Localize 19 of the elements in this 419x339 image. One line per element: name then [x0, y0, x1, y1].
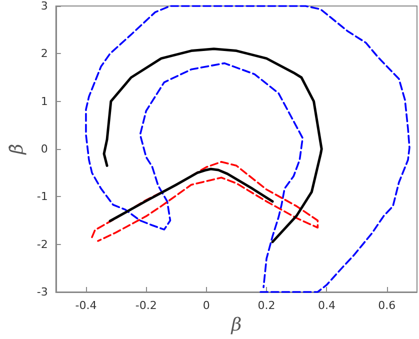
y-tick-label: 2 — [40, 47, 48, 60]
line-series — [102, 48, 323, 244]
line-series — [91, 160, 319, 242]
x-tick-label: 0.6 — [378, 299, 396, 312]
x-tick-label: 0 — [202, 299, 210, 312]
y-tick-label: -1 — [36, 190, 48, 204]
x-tick-label: 0.4 — [318, 299, 336, 312]
y-tick-label: 3 — [40, 0, 48, 12]
y-tick-label: 0 — [40, 142, 48, 156]
y-tick-label: -3 — [36, 286, 48, 298]
line-series — [108, 168, 274, 222]
x-tick-label: -0.2 — [135, 299, 157, 312]
x-axis-title: β — [230, 314, 242, 336]
y-tick-label: 1 — [40, 94, 48, 108]
x-tick-label: 0.2 — [258, 299, 276, 312]
x-tick-label: -0.4 — [75, 299, 97, 312]
line-series — [85, 5, 410, 293]
y-tick-label: -2 — [36, 238, 48, 251]
y-axis-title: β̇ — [6, 144, 28, 156]
